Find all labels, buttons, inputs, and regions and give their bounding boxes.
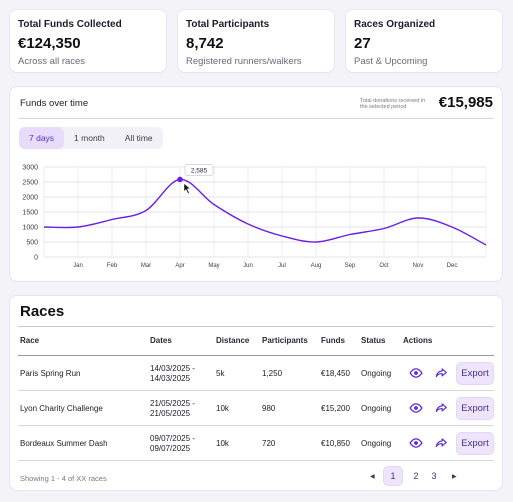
race-participants: 980 xyxy=(262,404,276,413)
funds-chart-card: Funds over time Total donations received… xyxy=(9,86,503,282)
col-header-status[interactable]: Status xyxy=(361,336,386,345)
tab-all-time[interactable]: All time xyxy=(124,133,153,143)
stat-value: 8,742 xyxy=(186,35,224,52)
races-title: Races xyxy=(20,303,65,320)
chart-total: €15,985 xyxy=(438,94,493,111)
y-tick-label: 2000 xyxy=(22,195,38,202)
next-page-icon[interactable]: ▶ xyxy=(452,474,457,480)
x-tick-label: Dec xyxy=(447,263,458,269)
period-tabs: 7 days 1 month All time xyxy=(19,127,163,149)
race-funds: €10,850 xyxy=(321,439,350,448)
data-point[interactable] xyxy=(177,176,183,183)
view-eye-icon[interactable] xyxy=(409,436,423,450)
x-tick-label: Aug xyxy=(311,263,322,269)
page-button-2[interactable]: 2 xyxy=(413,471,419,481)
cursor-icon xyxy=(183,182,191,194)
header-divider xyxy=(18,355,494,356)
share-icon[interactable] xyxy=(434,436,448,450)
race-name: Paris Spring Run xyxy=(20,369,81,378)
y-tick-label: 0 xyxy=(34,255,38,262)
col-header-distance[interactable]: Distance xyxy=(216,336,250,345)
race-name: Lyon Charity Challenge xyxy=(20,404,103,413)
page-button-3[interactable]: 3 xyxy=(431,471,437,481)
stat-value: €124,350 xyxy=(18,35,81,52)
col-header-funds[interactable]: Funds xyxy=(321,336,345,345)
divider xyxy=(18,326,494,327)
x-tick-label: Jun xyxy=(243,263,253,269)
prev-page-icon[interactable]: ◀ xyxy=(370,474,375,480)
line-chart[interactable]: 0 500 1000 1500 2000 2500 3000 Jan Feb Mar Apr May J… xyxy=(10,157,504,277)
x-tick-label: May xyxy=(208,263,219,269)
view-eye-icon[interactable] xyxy=(409,401,423,415)
stat-value: 27 xyxy=(354,35,371,52)
stat-label: Total Participants xyxy=(186,19,270,30)
race-status: Ongoing xyxy=(361,439,392,448)
row-divider xyxy=(18,425,494,426)
col-header-race[interactable]: Race xyxy=(20,336,40,345)
race-participants: 720 xyxy=(262,439,276,448)
race-status: Ongoing xyxy=(361,404,392,413)
tooltip-value: 2,585 xyxy=(191,167,208,174)
race-participants: 1,250 xyxy=(262,369,283,378)
tab-1-month[interactable]: 1 month xyxy=(74,133,105,143)
x-tick-label: Oct xyxy=(379,263,389,269)
view-eye-icon[interactable] xyxy=(409,366,423,380)
stat-card-races: Races Organized 27 Past & Upcoming xyxy=(345,9,503,73)
race-dates-start: 09/07/2025 - xyxy=(150,434,195,443)
y-tick-label: 3000 xyxy=(22,165,38,172)
stat-sub: Across all races xyxy=(18,56,86,67)
race-dates-start: 21/05/2025 - xyxy=(150,399,195,408)
y-tick-label: 500 xyxy=(26,240,38,247)
race-dates-end: 14/03/2025 xyxy=(150,374,191,383)
race-distance: 5k xyxy=(216,369,225,378)
export-button[interactable]: Export xyxy=(456,432,494,455)
race-funds: €18,450 xyxy=(321,369,350,378)
race-dates-end: 09/07/2025 xyxy=(150,444,191,453)
share-icon[interactable] xyxy=(434,366,448,380)
col-header-participants[interactable]: Participants xyxy=(262,336,308,345)
export-button[interactable]: Export xyxy=(456,362,494,385)
page-button-1[interactable]: 1 xyxy=(383,466,403,486)
pagination-summary: Showing 1 - 4 of XX races xyxy=(20,474,107,483)
race-status: Ongoing xyxy=(361,369,392,378)
x-tick-label: Apr xyxy=(175,263,184,269)
race-name: Bordeaux Summer Dash xyxy=(20,439,108,448)
stat-card-participants: Total Participants 8,742 Registered runn… xyxy=(177,9,335,73)
x-tick-label: Sep xyxy=(345,263,356,269)
row-divider xyxy=(18,460,494,461)
race-dates-end: 21/05/2025 xyxy=(150,409,191,418)
race-distance: 10k xyxy=(216,439,229,448)
tooltip-box xyxy=(184,164,214,176)
x-tick-label: Mar xyxy=(141,263,151,269)
export-button[interactable]: Export xyxy=(456,397,494,420)
row-divider xyxy=(18,390,494,391)
stat-label: Total Funds Collected xyxy=(18,19,122,30)
x-tick-label: Jul xyxy=(278,263,286,269)
share-icon[interactable] xyxy=(434,401,448,415)
stat-sub: Registered runners/walkers xyxy=(186,56,302,67)
stat-label: Races Organized xyxy=(354,19,436,30)
tab-7-days[interactable]: 7 days xyxy=(19,127,65,149)
x-tick-label: Feb xyxy=(107,263,118,269)
races-card: Races Race Dates Distance Participants F… xyxy=(9,295,503,491)
stat-card-funds: Total Funds Collected €124,350 Across al… xyxy=(9,9,167,73)
x-tick-label: Jan xyxy=(73,263,83,269)
y-tick-label: 1000 xyxy=(22,225,38,232)
race-funds: €15,200 xyxy=(321,404,350,413)
series-line xyxy=(43,178,487,246)
col-header-actions: Actions xyxy=(403,336,433,345)
race-distance: 10k xyxy=(216,404,229,413)
race-dates-start: 14/03/2025 - xyxy=(150,364,195,373)
y-tick-label: 1500 xyxy=(22,210,38,217)
x-tick-label: Nov xyxy=(413,263,424,269)
y-tick-label: 2500 xyxy=(22,180,38,187)
chart-total-note: Total donations received in the selected… xyxy=(360,98,426,110)
col-header-dates[interactable]: Dates xyxy=(150,336,172,345)
stat-sub: Past & Upcoming xyxy=(354,56,428,67)
chart-title: Funds over time xyxy=(20,98,89,109)
divider xyxy=(18,118,494,119)
